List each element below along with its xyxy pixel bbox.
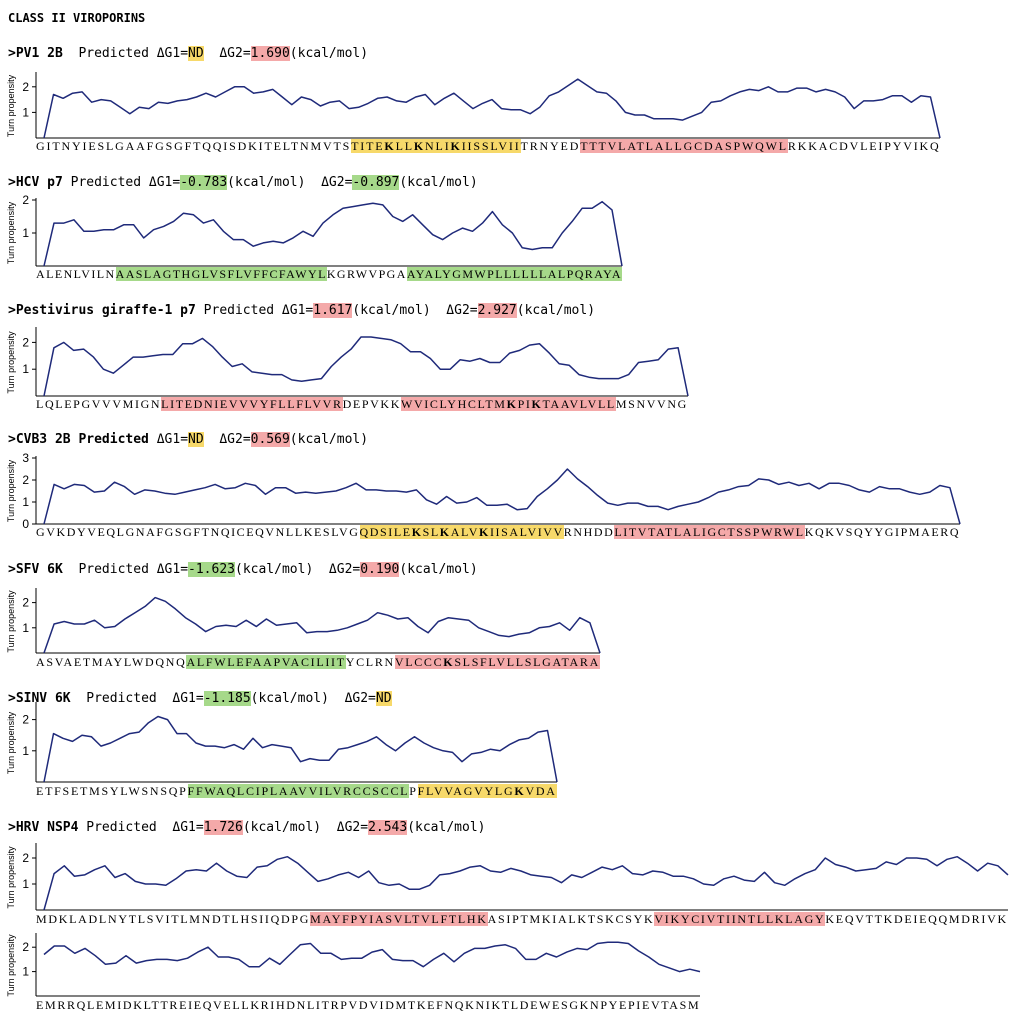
panel-3-series-line bbox=[43, 336, 689, 397]
dg-value: 0.569 bbox=[250, 432, 290, 447]
header-text: >SFV 6K bbox=[8, 562, 63, 577]
panel-4-tick-label: 3 bbox=[22, 451, 29, 465]
dg-value: ND bbox=[188, 432, 204, 447]
header-text: Predicted ΔG1= bbox=[62, 175, 181, 190]
panel-6-sequence: ETFSETMSYLWSNSQPFFWAQLCIPLAAVVILVRCCSCCL… bbox=[36, 784, 557, 798]
header-text: >HRV NSP4 bbox=[8, 820, 79, 835]
dg-value: 1.726 bbox=[203, 820, 243, 835]
panel-6-ylabel: Turn propensity bbox=[6, 711, 16, 774]
panel-7-series-line bbox=[43, 855, 1009, 911]
dg-value: -0.897 bbox=[352, 175, 400, 190]
panel-4-tick-label: 1 bbox=[22, 495, 29, 509]
panel-2-ylabel: Turn propensity bbox=[6, 201, 16, 264]
header-text: (kcal/mol) bbox=[399, 175, 478, 190]
panel-5-tick-label: 1 bbox=[22, 621, 29, 635]
panel-1-ylabel: Turn propensity bbox=[6, 74, 16, 137]
panel-7-sequence: MDKLADLNYTLSVITLMNDTLHSIIQDPGMAYFPYIASVL… bbox=[36, 912, 1008, 926]
panel-8-sequence: EMRRQLEMIDKLTTREIEQVELLKRIHDNLITRPVDVIDM… bbox=[36, 998, 701, 1012]
panel-7-tick-label: 1 bbox=[22, 877, 29, 891]
panel-6-series-line bbox=[43, 715, 558, 783]
panel-8-tick-label: 2 bbox=[22, 940, 29, 954]
panel-4-header: >CVB3 2B Predicted ΔG1=ND ΔG2=0.569(kcal… bbox=[8, 432, 368, 448]
dg-value: 2.927 bbox=[477, 303, 517, 318]
header-text: (kcal/mol) ΔG2= bbox=[250, 691, 376, 706]
header-text: Predicted ΔG1= bbox=[78, 820, 204, 835]
dg-value: -1.185 bbox=[203, 691, 251, 706]
panel-5-sequence: ASVAETMAYLWDQNQALFWLEFAAPVACILIITYCLRNVL… bbox=[36, 655, 600, 669]
panel-1-series-line bbox=[43, 78, 941, 139]
panel-4-series-line bbox=[43, 468, 961, 525]
panel-2-header: >HCV p7 Predicted ΔG1=-0.783(kcal/mol) Δ… bbox=[8, 175, 478, 191]
panel-7-tick-label: 2 bbox=[22, 851, 29, 865]
header-text: (kcal/mol) bbox=[516, 303, 596, 318]
panel-1-tick-label: 1 bbox=[22, 105, 29, 119]
panel-7-header: >HRV NSP4 Predicted ΔG1=1.726(kcal/mol) … bbox=[8, 820, 485, 836]
panel-2-sequence: ALENLVILNAASLAGTHGLVSFLVFFCFAWYLKGRWVPGA… bbox=[36, 267, 622, 281]
header-text: (kcal/mol) bbox=[407, 820, 486, 835]
panel-8-ylabel: Turn propensity bbox=[6, 934, 16, 997]
header-text: >SINV 6K bbox=[8, 691, 71, 706]
header-text: >Pestivirus giraffe-1 p7 bbox=[8, 303, 196, 318]
panel-3-header: >Pestivirus giraffe-1 p7 Predicted ΔG1=1… bbox=[8, 303, 595, 319]
panel-1-tick-label: 2 bbox=[22, 80, 29, 94]
header-text: (kcal/mol) bbox=[289, 46, 369, 61]
header-text: Predicted ΔG1= bbox=[195, 303, 314, 318]
dg-value: ND bbox=[375, 691, 392, 706]
panel-1-sequence: GITNYIESLGAAFGSGFTQQISDKITELTNMVTSTITEKL… bbox=[36, 139, 941, 153]
dg-value: -1.623 bbox=[188, 562, 235, 577]
header-text: >CVB3 2B Predicted bbox=[8, 432, 149, 447]
panel-1-header: >PV1 2B Predicted ΔG1=ND ΔG2=1.690(kcal/… bbox=[8, 46, 368, 62]
panel-8-tick-label: 1 bbox=[22, 965, 29, 979]
page-title: CLASS II VIROPORINS bbox=[8, 11, 146, 25]
panel-5-series-line bbox=[43, 596, 601, 654]
panel-6-header: >SINV 6K Predicted ΔG1=-1.185(kcal/mol) … bbox=[8, 691, 392, 707]
panel-2-series-line bbox=[43, 200, 623, 267]
header-text: ΔG2= bbox=[203, 46, 251, 61]
panel-5-tick-label: 2 bbox=[22, 596, 29, 610]
panel-4-tick-label: 2 bbox=[22, 473, 29, 487]
header-text: (kcal/mol) ΔG2= bbox=[227, 175, 353, 190]
header-text: (kcal/mol) ΔG2= bbox=[235, 562, 361, 577]
header-text: (kcal/mol) ΔG2= bbox=[242, 820, 369, 835]
header-text: ΔG2= bbox=[203, 432, 251, 447]
panel-4-ylabel: Turn propensity bbox=[6, 459, 16, 522]
panel-8-series-line bbox=[43, 941, 701, 973]
panel-2-tick-label: 2 bbox=[22, 193, 29, 207]
dg-value: ND bbox=[188, 46, 204, 61]
dg-value: -0.783 bbox=[180, 175, 228, 190]
dg-value: 1.617 bbox=[313, 303, 353, 318]
header-text: Predicted ΔG1= bbox=[62, 46, 189, 61]
header-text: Predicted ΔG1= bbox=[62, 562, 189, 577]
header-text: (kcal/mol) ΔG2= bbox=[352, 303, 478, 318]
panel-5-header: >SFV 6K Predicted ΔG1=-1.623(kcal/mol) Δ… bbox=[8, 562, 478, 578]
panel-3-ylabel: Turn propensity bbox=[6, 331, 16, 394]
panel-4-tick-label: 0 bbox=[22, 517, 29, 531]
panel-3-tick-label: 1 bbox=[22, 362, 29, 376]
panel-6-tick-label: 2 bbox=[22, 713, 29, 727]
panel-5-ylabel: Turn propensity bbox=[6, 590, 16, 653]
header-text: (kcal/mol) bbox=[399, 562, 478, 577]
header-text: ΔG1= bbox=[148, 432, 189, 447]
panel-3-sequence: LQLEPGVVVMIGNLITEDNIEVVVYFLLFLVVRDEPVKKW… bbox=[36, 397, 688, 411]
header-text: (kcal/mol) bbox=[289, 432, 369, 447]
panel-3-tick-label: 2 bbox=[22, 335, 29, 349]
dg-value: 0.190 bbox=[360, 562, 400, 577]
panel-6-tick-label: 1 bbox=[22, 744, 29, 758]
header-text: >HCV p7 bbox=[8, 175, 63, 190]
header-text: Predicted ΔG1= bbox=[70, 691, 204, 706]
panel-4-sequence: GVKDYVEQLGNAFGSGFTNQICEQVNLLKESLVGQDSILE… bbox=[36, 525, 961, 539]
panel-2-tick-label: 1 bbox=[22, 226, 29, 240]
dg-value: 2.543 bbox=[368, 820, 408, 835]
dg-value: 1.690 bbox=[250, 46, 290, 61]
panel-7-ylabel: Turn propensity bbox=[6, 846, 16, 909]
header-text: >PV1 2B bbox=[8, 46, 63, 61]
